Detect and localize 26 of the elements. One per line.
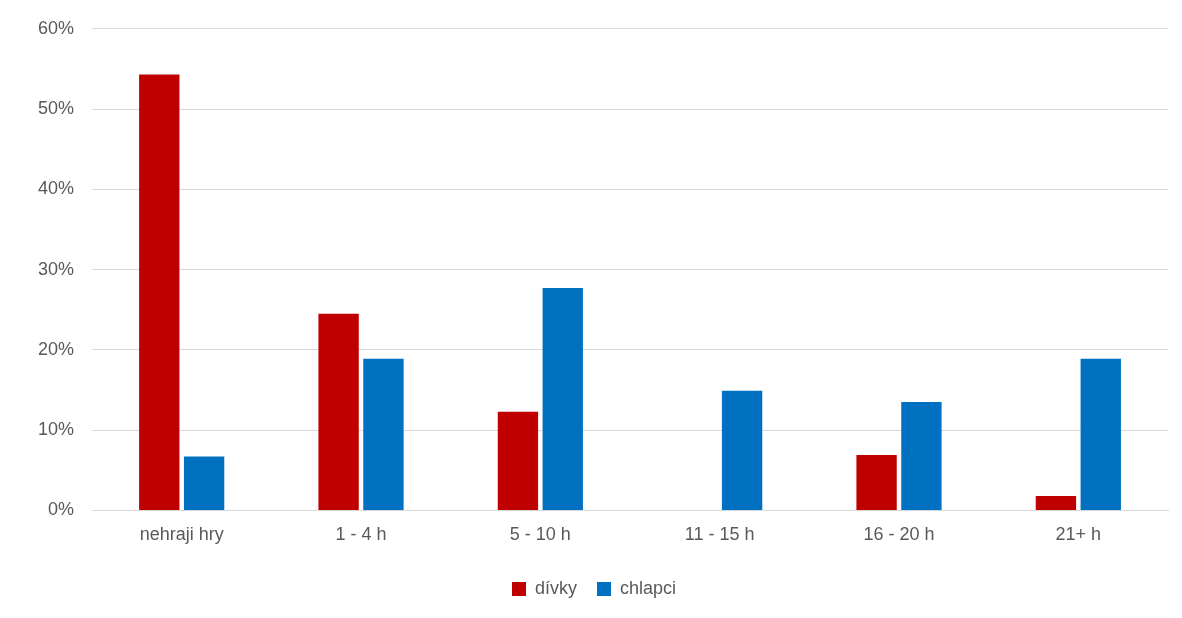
y-tick-label: 0%	[48, 499, 75, 520]
x-tick-label: 1 - 4 h	[335, 524, 387, 545]
bar	[318, 313, 359, 510]
bar	[139, 74, 180, 510]
bar	[363, 358, 404, 510]
legend-label: dívky	[534, 577, 577, 598]
y-tick-label: 20%	[38, 338, 75, 359]
y-tick-label: 60%	[38, 17, 75, 38]
x-tick-label: nehraji hry	[139, 524, 224, 545]
y-tick-label: 40%	[38, 178, 75, 199]
x-tick-label: 16 - 20 h	[863, 524, 935, 545]
x-tick-label: 5 - 10 h	[509, 524, 571, 545]
bar	[542, 288, 583, 510]
x-tick-label: 21+ h	[1055, 524, 1102, 545]
bar	[856, 455, 897, 510]
y-tick-label: 10%	[38, 419, 75, 440]
bar	[1035, 495, 1077, 510]
y-tick-label: 30%	[38, 258, 75, 279]
legend-label: chlapci	[619, 577, 677, 598]
bar	[497, 411, 539, 510]
bar	[183, 456, 225, 510]
x-tick-label: 11 - 15 h	[684, 524, 755, 545]
y-tick-label: 50%	[38, 98, 75, 119]
bar	[1080, 358, 1121, 510]
bar	[721, 390, 763, 510]
bar	[901, 402, 942, 510]
